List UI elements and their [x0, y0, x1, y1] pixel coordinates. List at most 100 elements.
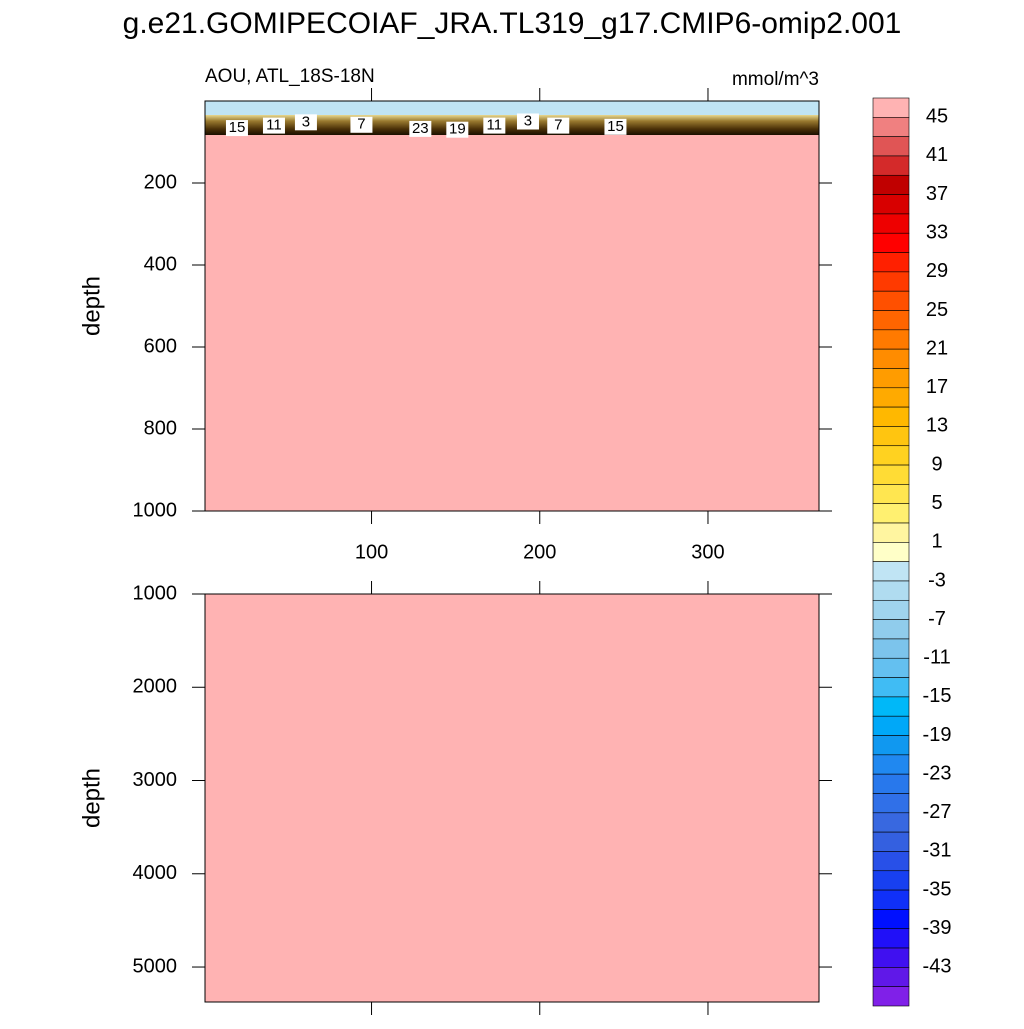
- colorbar-label: 9: [931, 453, 942, 475]
- field: [205, 101, 819, 511]
- colorbar-box: [872, 967, 910, 987]
- colorbar-box: [872, 484, 910, 505]
- colorbar-box: [872, 773, 910, 794]
- colorbar-box: [872, 117, 910, 137]
- colorbar-box: [872, 232, 910, 253]
- contour-label: 7: [357, 116, 365, 133]
- colorbar-label: -31: [923, 840, 952, 862]
- colorbar-box: [872, 406, 910, 427]
- chart-title: g.e21.GOMIPECOIAF_JRA.TL319_g17.CMIP6-om…: [123, 7, 902, 40]
- colorbar-box: [872, 136, 910, 157]
- colorbar-box: [872, 619, 910, 640]
- surface-band: [205, 101, 819, 115]
- colorbar-label: -15: [923, 685, 952, 707]
- colorbar-box: [872, 677, 910, 698]
- colorbar-box: [872, 580, 910, 601]
- colorbar-label: 5: [931, 492, 942, 514]
- colorbar-box: [872, 599, 910, 620]
- colorbar-box: [872, 735, 910, 756]
- colorbar-box: [872, 812, 910, 833]
- subtitle: AOU, ATL_18S-18N: [205, 66, 375, 87]
- colorbar-label: -7: [928, 608, 946, 630]
- colorbar-box: [872, 638, 910, 659]
- colorbar-label: -3: [928, 569, 946, 591]
- colorbar-box: [872, 252, 910, 273]
- colorbar-box: [872, 290, 910, 311]
- colorbar-box: [872, 870, 910, 891]
- colorbar-label: -27: [923, 801, 952, 823]
- contour-label: 11: [487, 117, 503, 134]
- y-tick-label: 1000: [133, 582, 178, 604]
- contour-label-bg: [294, 114, 317, 131]
- y-tick-label: 200: [144, 171, 177, 193]
- colorbar-box: [872, 464, 910, 485]
- colorbar-box: [872, 754, 910, 775]
- colorbar-box: [872, 426, 910, 447]
- contour-label: 3: [524, 112, 532, 129]
- colorbar-box: [872, 213, 910, 234]
- plot-frame: [204, 593, 820, 1003]
- colorbar-label: 45: [926, 106, 948, 128]
- colorbar-label: 37: [926, 183, 948, 205]
- colorbar-box: [872, 831, 910, 852]
- colorbar-box: [872, 928, 910, 949]
- colorbar-box: [872, 174, 910, 195]
- colorbar-box: [872, 97, 910, 118]
- x-tick-label: 200: [523, 541, 556, 563]
- colorbar-box: [872, 329, 910, 350]
- colorbar-box: [872, 503, 910, 524]
- contour-label: 7: [554, 117, 562, 134]
- y-axis-label: depth: [78, 276, 105, 336]
- colorbar-label: 17: [926, 376, 948, 398]
- y-tick-label: 4000: [133, 862, 178, 884]
- y-tick-label: 3000: [133, 769, 178, 791]
- colorbar-label: 41: [926, 144, 948, 166]
- y-tick-label: 1000: [133, 499, 178, 521]
- colorbar-box: [872, 387, 910, 408]
- colorbar-box: [872, 657, 910, 678]
- contour-label-bg: [604, 118, 627, 135]
- colorbar-box: [872, 909, 910, 930]
- plot-frame: [204, 100, 820, 512]
- colorbar-box: [872, 155, 910, 176]
- field: [205, 594, 819, 1002]
- contour-label-bg: [446, 121, 469, 138]
- colorbar-label: -11: [923, 647, 950, 669]
- colorbar-label: 29: [926, 260, 948, 282]
- colorbar-label: 21: [926, 337, 948, 359]
- contour-label: 19: [449, 121, 466, 138]
- colorbar-box: [872, 445, 910, 466]
- contour-label-bg: [262, 117, 285, 134]
- colorbar-box: [872, 986, 910, 1007]
- y-tick-label: 600: [144, 335, 177, 357]
- x-tick-label: 100: [355, 541, 388, 563]
- contour-label: 23: [412, 120, 429, 137]
- colorbar-label: -39: [923, 917, 952, 939]
- colorbar-label: 1: [931, 531, 942, 553]
- colorbar-box: [872, 522, 910, 543]
- colorbar-box: [872, 542, 910, 562]
- colorbar-box: [872, 889, 910, 910]
- colorbar-label: 25: [926, 299, 948, 321]
- x-tick-label: 300: [691, 541, 724, 563]
- colorbar-label: 13: [926, 415, 948, 437]
- contour-label: 15: [229, 119, 246, 136]
- colorbar-box: [872, 851, 910, 872]
- y-tick-label: 5000: [133, 955, 178, 977]
- colorbar-label: -35: [923, 878, 952, 900]
- colorbar-label: 33: [926, 222, 948, 244]
- colorbar-box: [872, 947, 910, 968]
- colorbar-box: [872, 715, 910, 736]
- contour-label: 15: [607, 118, 624, 135]
- colorbar-box: [872, 271, 910, 292]
- contour-label: 11: [266, 117, 282, 134]
- contour-label-bg: [547, 117, 570, 134]
- units: mmol/m^3: [732, 69, 819, 90]
- colorbar-label: -23: [923, 762, 952, 784]
- colorbar-box: [872, 696, 910, 717]
- y-axis-label: depth: [78, 768, 105, 828]
- colorbar-box: [872, 561, 910, 582]
- y-tick-label: 400: [144, 253, 177, 275]
